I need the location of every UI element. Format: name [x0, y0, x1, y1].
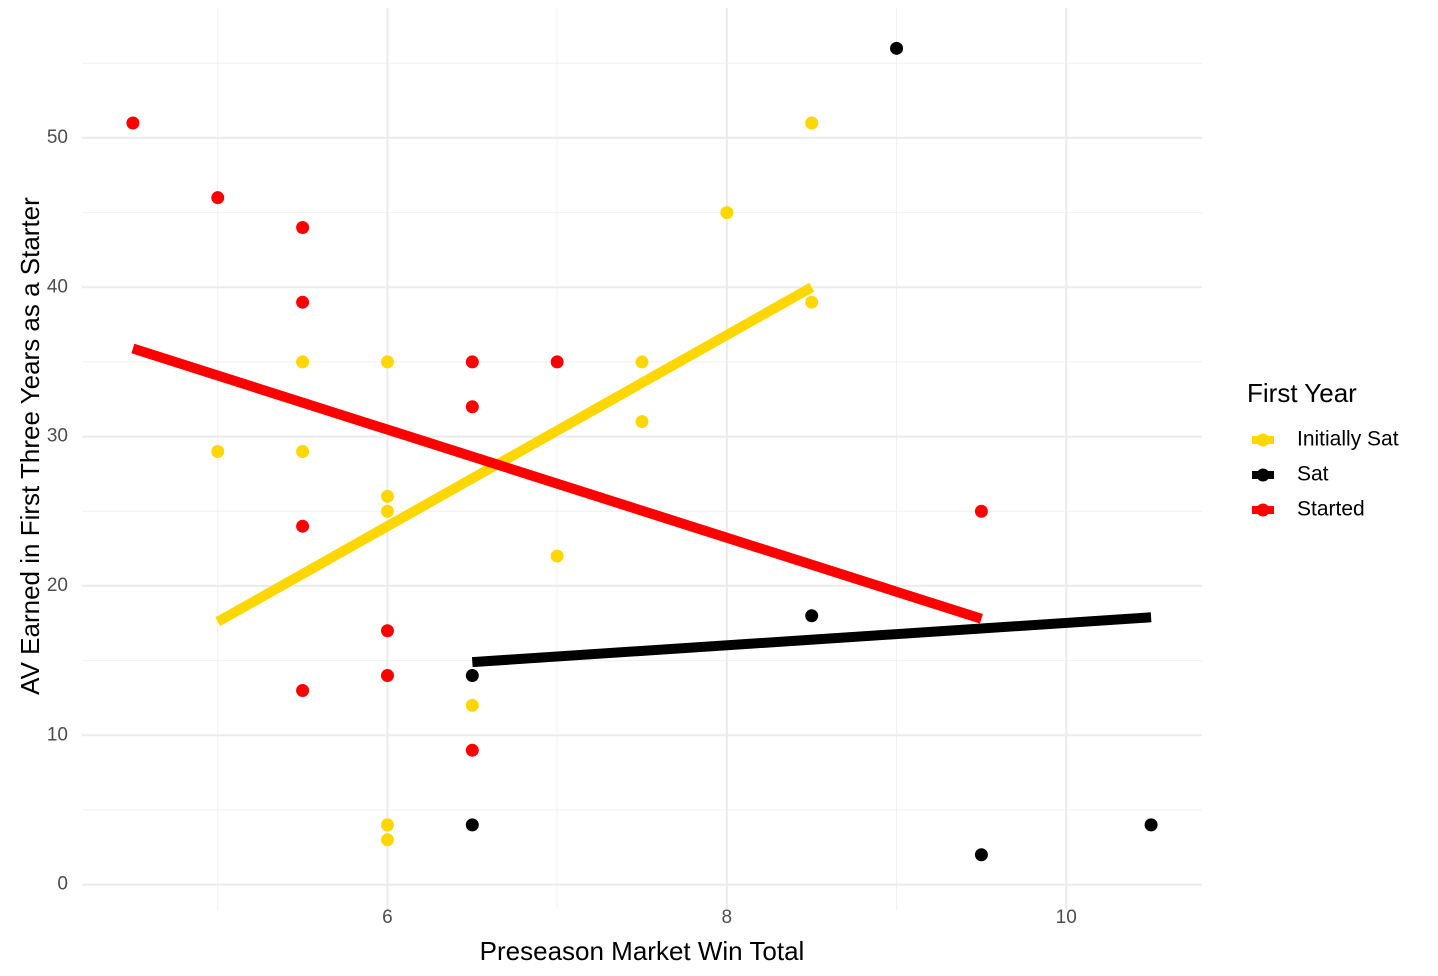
point: [211, 191, 225, 205]
legend-label: Sat: [1297, 463, 1329, 486]
point: [380, 624, 394, 638]
legend-label: Started: [1297, 498, 1365, 521]
y-tick-label: 30: [47, 426, 68, 447]
point: [296, 683, 310, 697]
y-tick-label: 20: [47, 575, 68, 596]
point: [805, 295, 819, 309]
legend-key-point: [1256, 433, 1270, 447]
grid: [82, 8, 1202, 910]
point: [635, 415, 649, 429]
trend-line: [215, 282, 815, 627]
x-tick-label: 8: [722, 907, 733, 928]
point: [380, 489, 394, 503]
legend-key-point: [1256, 503, 1270, 517]
point: [465, 818, 479, 832]
point: [380, 355, 394, 369]
point: [890, 41, 904, 55]
point: [380, 818, 394, 832]
point: [635, 355, 649, 369]
point: [380, 669, 394, 683]
y-tick-label: 40: [47, 276, 68, 297]
x-axis-title: Preseason Market Win Total: [480, 936, 805, 966]
point: [296, 295, 310, 309]
x-tick-label: 6: [382, 907, 393, 928]
point: [974, 504, 988, 518]
trend-line: [131, 343, 983, 624]
point: [296, 355, 310, 369]
legend-label: Initially Sat: [1297, 428, 1399, 451]
point: [296, 221, 310, 235]
y-tick-label: 10: [47, 724, 68, 745]
legend: Initially Sat Sat Started: [1252, 428, 1399, 521]
marks: [126, 41, 1158, 862]
point: [805, 609, 819, 623]
legend-key-point: [1256, 468, 1270, 482]
y-tick-label: 0: [57, 874, 68, 895]
point: [805, 116, 819, 130]
point: [465, 698, 479, 712]
point: [550, 549, 564, 563]
point: [126, 116, 140, 130]
x-tick-label: 10: [1056, 907, 1077, 928]
legend-title: First Year: [1247, 378, 1357, 408]
point: [296, 519, 310, 533]
point: [465, 400, 479, 414]
point: [296, 445, 310, 459]
point: [211, 445, 225, 459]
point: [720, 206, 734, 220]
point: [465, 669, 479, 683]
point: [1144, 818, 1158, 832]
y-axis-title: AV Earned in First Three Years as a Star…: [15, 197, 45, 695]
point: [465, 743, 479, 757]
point: [380, 504, 394, 518]
point: [380, 833, 394, 847]
y-tick-label: 50: [47, 127, 68, 148]
point: [974, 848, 988, 862]
point: [465, 355, 479, 369]
trend-line: [471, 612, 1152, 668]
point: [550, 355, 564, 369]
